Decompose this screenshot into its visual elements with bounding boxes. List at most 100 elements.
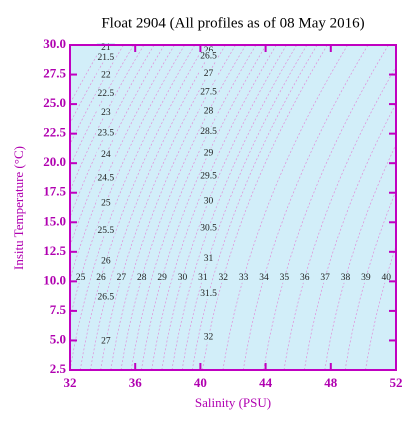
contour-label: 28	[204, 107, 214, 117]
contour-label: 31.5	[200, 289, 217, 299]
isopycnal	[100, 45, 226, 370]
y-tick-label: 27.5	[43, 66, 66, 81]
contour-label-bg	[96, 173, 115, 184]
contour-label: 26.5	[200, 51, 217, 61]
contour-label-bg	[199, 332, 218, 343]
contour-label-bg	[234, 272, 253, 283]
contour-label-bg	[199, 106, 218, 117]
contour-label: 26	[96, 273, 106, 283]
contour-label-bg	[96, 150, 115, 161]
contour-label-bg	[199, 253, 218, 264]
contour-label: 29	[204, 148, 214, 158]
isopycnal	[79, 45, 206, 370]
x-tick-label: 36	[129, 375, 143, 390]
contour-label: 26.5	[98, 292, 115, 302]
contour-label-bg	[91, 272, 110, 283]
contour-label-bg	[199, 289, 218, 300]
y-tick-label: 2.5	[50, 361, 67, 376]
x-tick-label: 48	[324, 375, 338, 390]
contour-label-bg	[71, 272, 90, 283]
contour-label: 28	[137, 273, 147, 283]
y-tick-label: 15.0	[43, 213, 66, 228]
contour-label: 26	[204, 46, 214, 56]
y-tick-label: 17.5	[43, 184, 66, 199]
contour-label: 37	[320, 273, 330, 283]
contour-label-bg	[96, 88, 115, 99]
contour-label-bg	[199, 223, 218, 234]
contour-label-bg	[199, 51, 218, 62]
contour-label: 34	[259, 273, 269, 283]
isopycnal	[70, 45, 165, 248]
contour-label: 27	[204, 69, 214, 79]
contour-label: 35	[280, 273, 290, 283]
contour-label-bg	[199, 171, 218, 182]
y-tick-label: 22.5	[43, 125, 66, 140]
contour-label-bg	[316, 272, 335, 283]
isopycnal	[283, 65, 396, 370]
contour-label: 33	[239, 273, 249, 283]
contour-label: 38	[341, 273, 351, 283]
contour-label: 23	[101, 108, 111, 118]
isopycnal	[70, 45, 175, 281]
x-tick-label: 40	[194, 375, 207, 390]
x-tick-label: 52	[390, 375, 403, 390]
y-tick-label: 5.0	[50, 331, 66, 346]
contour-label: 32	[204, 332, 214, 342]
contour-label: 22.5	[98, 89, 115, 99]
contour-label: 25.5	[98, 226, 115, 236]
contour-label-bg	[295, 272, 314, 283]
contour-label-bg	[254, 272, 273, 283]
isopycnal	[151, 45, 277, 370]
contour-label: 29	[157, 273, 167, 283]
contour-label-bg	[96, 128, 115, 139]
contour-label: 23.5	[98, 129, 115, 139]
contour-label: 32	[218, 273, 228, 283]
contour-label: 26	[101, 257, 111, 267]
contour-label-bg	[153, 272, 172, 283]
contour-label: 25	[101, 198, 111, 208]
plot-background	[70, 45, 396, 370]
plot-frame	[69, 44, 397, 371]
contour-label-bg	[199, 148, 218, 159]
contour-label-bg	[193, 272, 212, 283]
y-axis-title: Insitu Temperature (°C)	[11, 146, 26, 270]
contour-label: 39	[361, 273, 371, 283]
isopycnal	[202, 45, 328, 370]
contour-label: 27	[117, 273, 127, 283]
contour-label-bg	[132, 272, 151, 283]
isopycnal	[191, 45, 318, 370]
contour-label: 21.5	[98, 53, 115, 63]
contour-label-bg	[356, 272, 375, 283]
isopycnal	[110, 45, 236, 370]
contour-label: 30	[204, 196, 214, 206]
contour-label-bg	[112, 272, 131, 283]
isopycnal	[120, 45, 247, 370]
contour-label-bg	[199, 196, 218, 207]
contour-label: 27	[101, 336, 111, 346]
y-tick-label: 10.0	[43, 272, 66, 287]
contour-label: 31	[204, 254, 214, 264]
contour-label-bg	[214, 272, 233, 283]
isopycnal	[141, 45, 267, 370]
contour-label: 29.5	[200, 171, 217, 181]
contour-label-bg	[96, 52, 115, 63]
contour-label: 28.5	[200, 127, 217, 137]
isopycnal	[161, 45, 287, 370]
contour-label: 31	[198, 273, 208, 283]
y-tick-label: 20.0	[43, 154, 66, 169]
contour-label-bg	[96, 225, 115, 236]
contour-label: 22	[101, 70, 111, 80]
y-tick-label: 7.5	[50, 302, 67, 317]
chart-title: Float 2904 (All profiles as of 08 May 20…	[101, 15, 364, 31]
y-tick-label: 30.0	[43, 36, 66, 51]
contour-label-bg	[377, 272, 396, 283]
isopycnal	[90, 45, 216, 370]
y-tick-label: 25.0	[43, 95, 66, 110]
isopycnal	[324, 143, 396, 370]
contour-label-bg	[96, 256, 115, 267]
contour-label: 24.5	[98, 173, 115, 183]
x-tick-label: 44	[259, 375, 273, 390]
isopycnal	[222, 45, 348, 370]
